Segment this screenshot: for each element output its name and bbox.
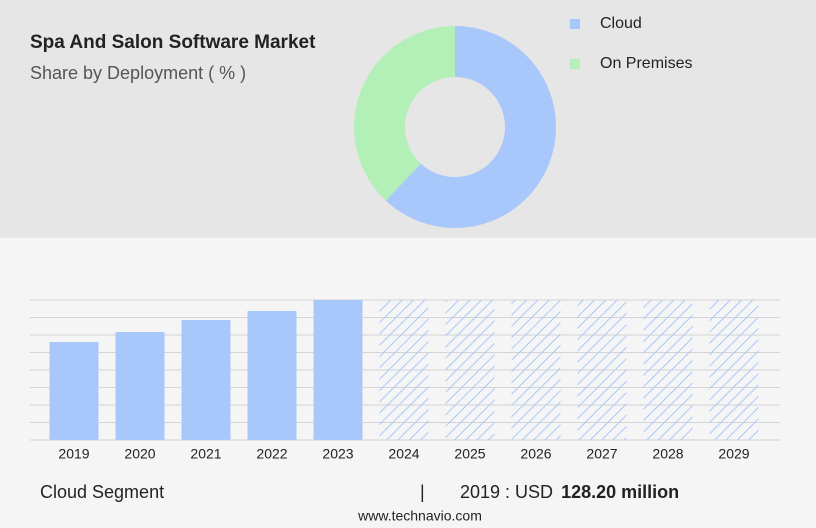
legend-marker — [570, 19, 580, 29]
bar — [49, 342, 99, 440]
segment-label: Cloud Segment — [40, 482, 164, 502]
forecast-bar — [577, 300, 627, 440]
x-tick-label: 2026 — [520, 446, 551, 462]
forecast-bar — [511, 300, 561, 440]
x-tick-label: 2022 — [256, 446, 287, 462]
chart-title: Spa And Salon Software Market — [30, 32, 316, 53]
separator: | — [420, 482, 425, 502]
pie-slice — [354, 25, 455, 201]
year-label: 2019 : USD — [460, 482, 553, 502]
bar — [181, 320, 231, 440]
pie-slice — [385, 26, 557, 228]
segment-value: 2019 : USD 128.20 million — [460, 482, 679, 502]
x-tick-label: 2019 — [58, 446, 89, 462]
bar — [247, 311, 297, 440]
forecast-bar — [643, 300, 693, 440]
x-tick-label: 2029 — [718, 446, 749, 462]
forecast-bar — [379, 300, 429, 440]
x-tick-label: 2028 — [652, 446, 683, 462]
forecast-bar — [709, 300, 759, 440]
x-tick-label: 2027 — [586, 446, 617, 462]
chart-subtitle: Share by Deployment ( % ) — [30, 63, 246, 83]
x-tick-label: 2025 — [454, 446, 485, 462]
amount: 128.20 million — [561, 482, 679, 502]
x-tick-label: 2024 — [388, 446, 419, 462]
legend-label: On Premises — [600, 55, 692, 72]
legend-marker — [570, 59, 580, 69]
legend-label: Cloud — [600, 15, 642, 32]
forecast-bar — [445, 300, 495, 440]
x-tick-label: 2021 — [190, 446, 221, 462]
x-tick-label: 2020 — [124, 446, 155, 462]
x-tick-label: 2023 — [322, 446, 353, 462]
bar — [115, 332, 165, 440]
bar — [313, 300, 363, 440]
source: www.technavio.com — [357, 508, 482, 524]
